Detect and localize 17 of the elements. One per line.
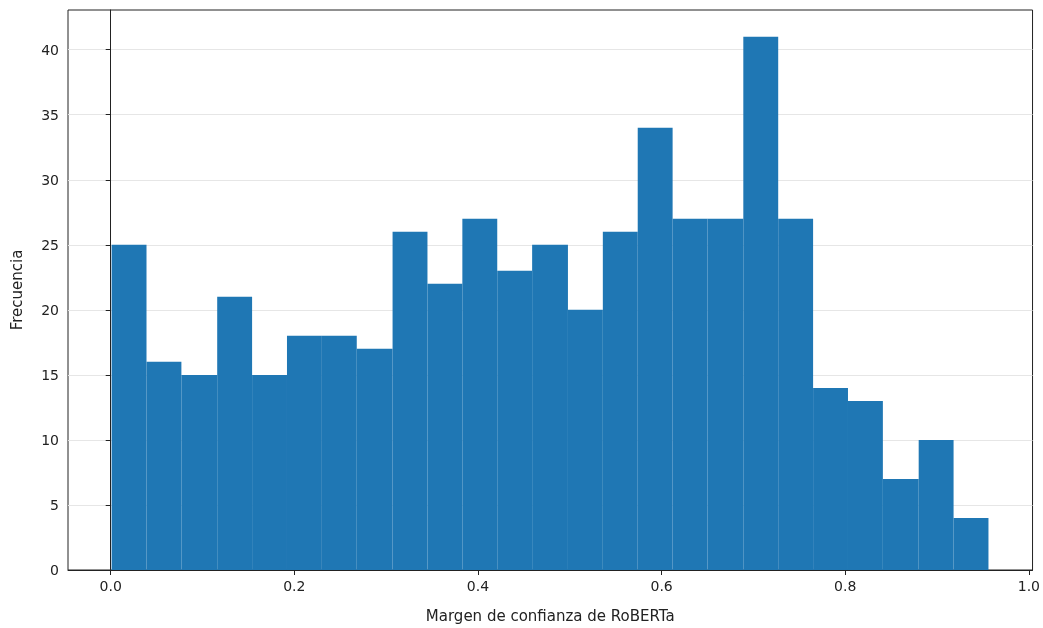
y-tick-label: 25 — [41, 236, 59, 253]
y-tick-label: 5 — [50, 496, 59, 513]
x-tick-label: 0.0 — [99, 578, 122, 594]
y-tick-label: 35 — [41, 106, 59, 123]
x-axis-title: Margen de confianza de RoBERTa — [425, 606, 675, 625]
x-tick-label: 0.6 — [650, 578, 673, 594]
y-tick-label: 10 — [41, 431, 59, 448]
x-tick-label: 1.0 — [1017, 578, 1040, 594]
x-tick-label: 0.8 — [834, 578, 857, 594]
y-tick-label: 20 — [41, 301, 59, 318]
y-axis-title: Frecuencia — [7, 249, 26, 331]
y-tick-label: 15 — [41, 366, 59, 383]
x-tick-label: 0.4 — [466, 578, 490, 594]
y-tick-label: 40 — [41, 41, 59, 58]
y-tick-label: 0 — [50, 562, 59, 578]
y-tick-label: 30 — [41, 171, 59, 188]
x-tick-label: 0.2 — [283, 578, 306, 594]
